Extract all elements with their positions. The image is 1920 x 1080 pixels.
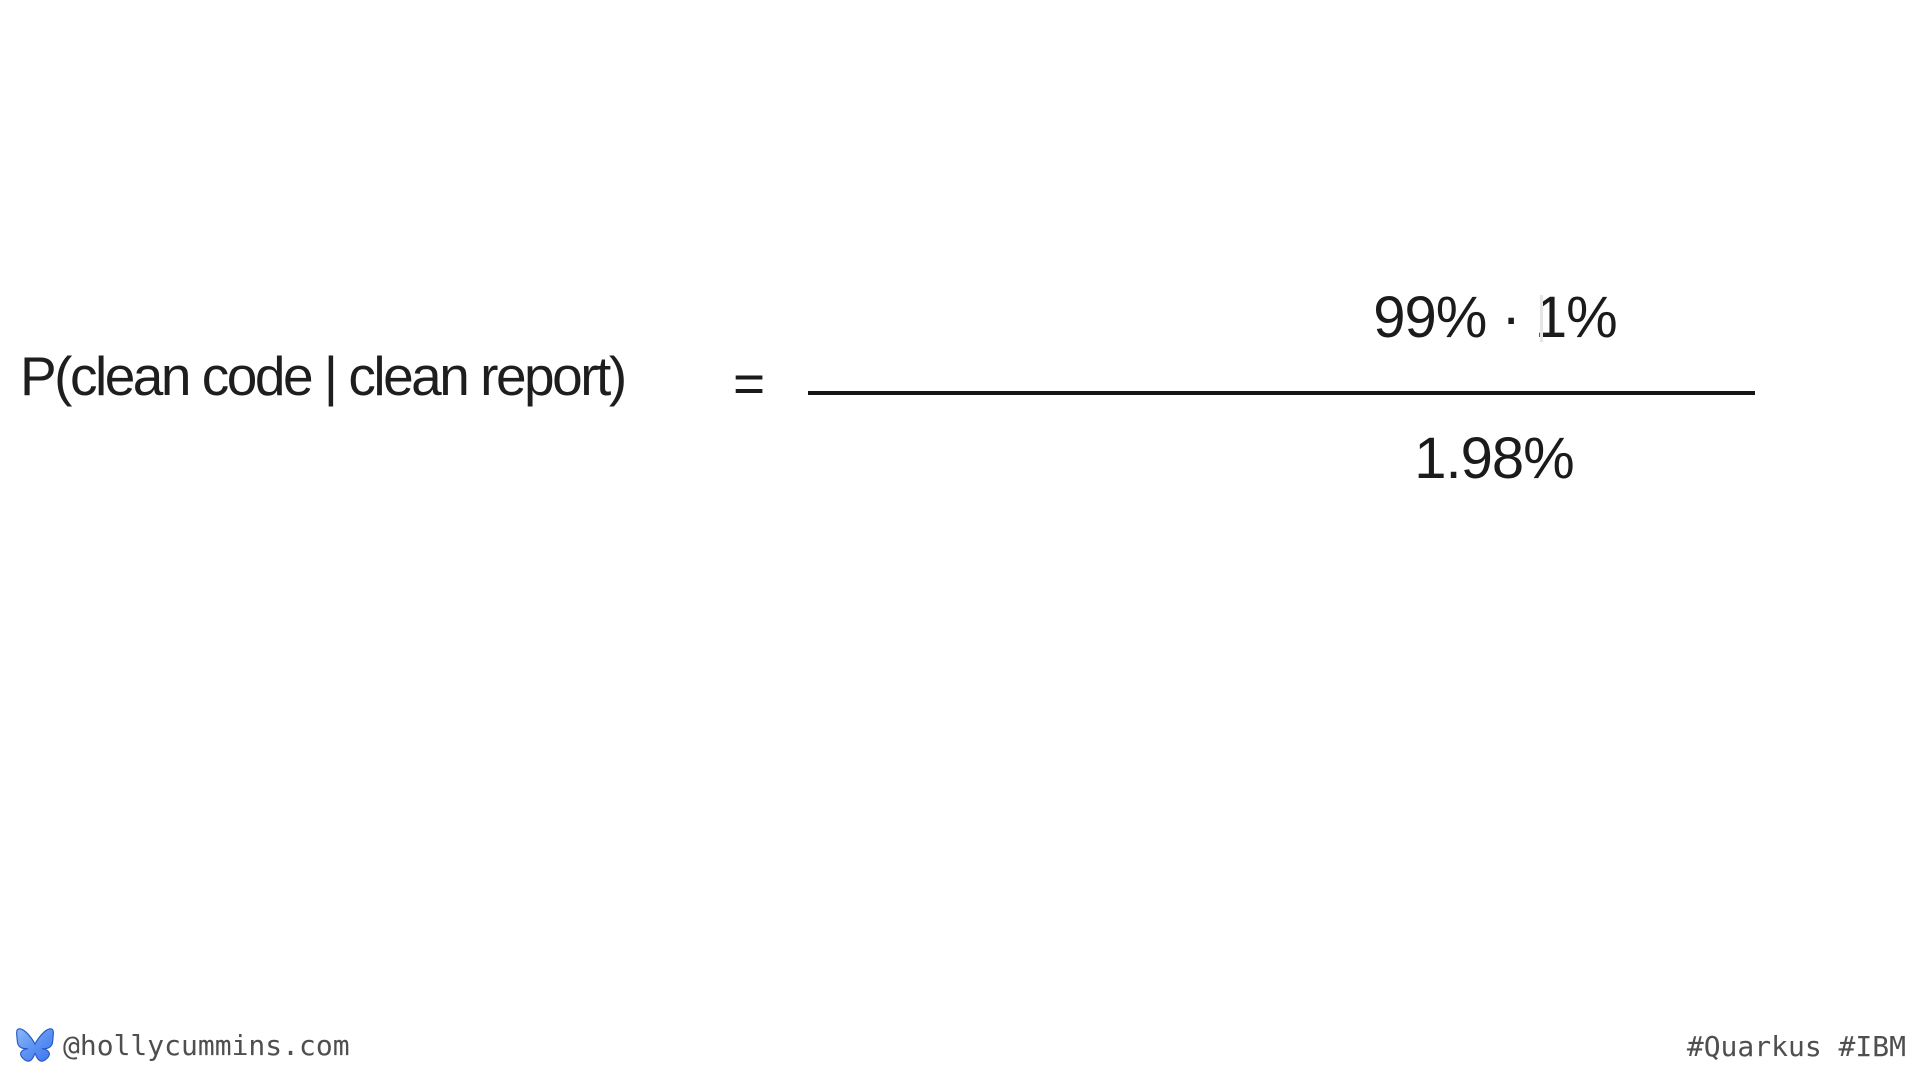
fraction-numerator: 99% · 1% bbox=[1373, 285, 1617, 350]
text-cursor-artifact bbox=[1540, 295, 1543, 342]
equation-lhs: P(clean code | clean report) bbox=[20, 345, 627, 407]
bluesky-butterfly-icon bbox=[16, 1028, 54, 1062]
footer-hashtags: #Quarkus #IBM bbox=[1686, 1030, 1906, 1063]
equals-sign: = bbox=[733, 352, 766, 414]
fraction-denominator: 1.98% bbox=[1414, 426, 1574, 491]
footer-left: @hollycummins.com bbox=[16, 1024, 350, 1066]
fraction-bar bbox=[808, 391, 1755, 395]
social-handle: @hollycummins.com bbox=[63, 1028, 350, 1062]
